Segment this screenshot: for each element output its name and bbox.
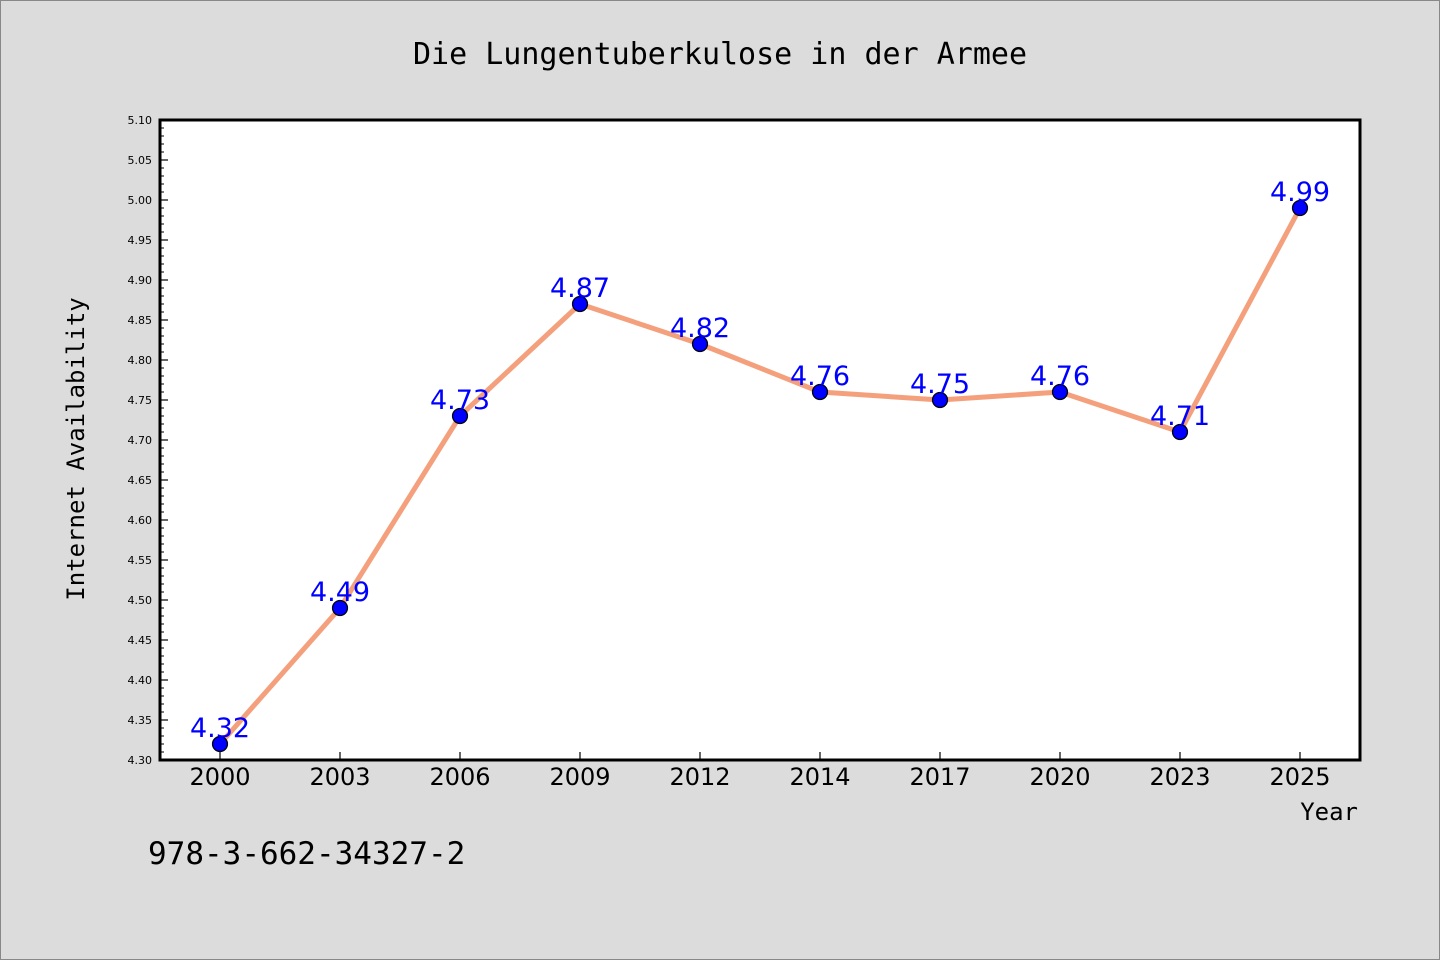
data-label: 4.82 <box>670 313 730 344</box>
x-tick-label: 2000 <box>189 763 250 791</box>
y-tick-label: 4.60 <box>128 514 153 527</box>
data-label: 4.75 <box>910 369 970 400</box>
plot-area <box>160 120 1360 760</box>
plot-frame <box>158 118 1362 762</box>
y-tick-label: 5.05 <box>128 154 153 167</box>
data-label: 4.73 <box>430 385 490 416</box>
x-tick-label: 2009 <box>549 763 610 791</box>
data-point <box>1291 199 1309 217</box>
y-tick-label: 5.00 <box>128 194 153 207</box>
x-axis-label: Year <box>1300 798 1358 826</box>
x-tick-label: 2014 <box>789 763 850 791</box>
y-axis-label: Internet Availability <box>62 297 90 600</box>
x-tick-label: 2017 <box>909 763 970 791</box>
x-axis-ticks: 2000 2003 2006 2009 2012 2014 2017 2020 2023 2025 <box>189 752 1331 791</box>
x-tick-label: 2020 <box>1029 763 1090 791</box>
series-group: 4.32 4.49 4.73 4.87 4.82 4.76 4.75 4.76 4.71 4.99 <box>190 177 1330 753</box>
x-tick-label: 2025 <box>1269 763 1330 791</box>
y-tick-label: 4.65 <box>128 474 153 487</box>
data-point <box>451 407 469 425</box>
data-point <box>811 383 829 401</box>
series-line <box>217 205 1303 747</box>
data-label: 4.87 <box>550 273 610 304</box>
data-point <box>571 295 589 313</box>
y-tick-label: 4.30 <box>128 754 153 767</box>
data-point <box>211 735 229 753</box>
data-label: 4.49 <box>310 577 370 608</box>
y-tick-label: 4.80 <box>128 354 153 367</box>
data-label: 4.99 <box>1270 177 1330 208</box>
x-tick-label: 2006 <box>429 763 490 791</box>
isbn-text: 978-3-662-34327-2 <box>148 836 465 872</box>
y-tick-label: 4.35 <box>128 714 153 727</box>
y-tick-label: 4.95 <box>128 234 153 247</box>
y-tick-label: 4.85 <box>128 314 153 327</box>
y-tick-label: 4.40 <box>128 674 153 687</box>
y-tick-label: 4.45 <box>128 634 153 647</box>
y-tick-label: 4.55 <box>128 554 153 567</box>
x-tick-label: 2012 <box>669 763 730 791</box>
x-tick-label: 2003 <box>309 763 370 791</box>
data-label: 4.71 <box>1150 401 1210 432</box>
y-tick-label: 5.10 <box>128 114 153 127</box>
y-tick-label: 4.90 <box>128 274 153 287</box>
data-point <box>1051 383 1069 401</box>
data-point <box>931 391 949 409</box>
data-label: 4.32 <box>190 713 250 744</box>
data-label: 4.76 <box>790 361 850 392</box>
data-label: 4.76 <box>1030 361 1090 392</box>
data-point <box>691 335 709 353</box>
x-tick-label: 2023 <box>1149 763 1210 791</box>
data-point <box>331 599 349 617</box>
y-tick-label: 4.50 <box>128 594 153 607</box>
y-tick-label: 4.75 <box>128 394 153 407</box>
y-tick-label: 4.70 <box>128 434 153 447</box>
y-axis-ticks: 4.30 4.35 4.40 4.45 4.50 4.55 4.60 4.65 4.70 4.75… <box>128 114 168 767</box>
data-point <box>1171 423 1189 441</box>
chart-title: Die Lungentuberkulose in der Armee <box>413 37 1027 72</box>
